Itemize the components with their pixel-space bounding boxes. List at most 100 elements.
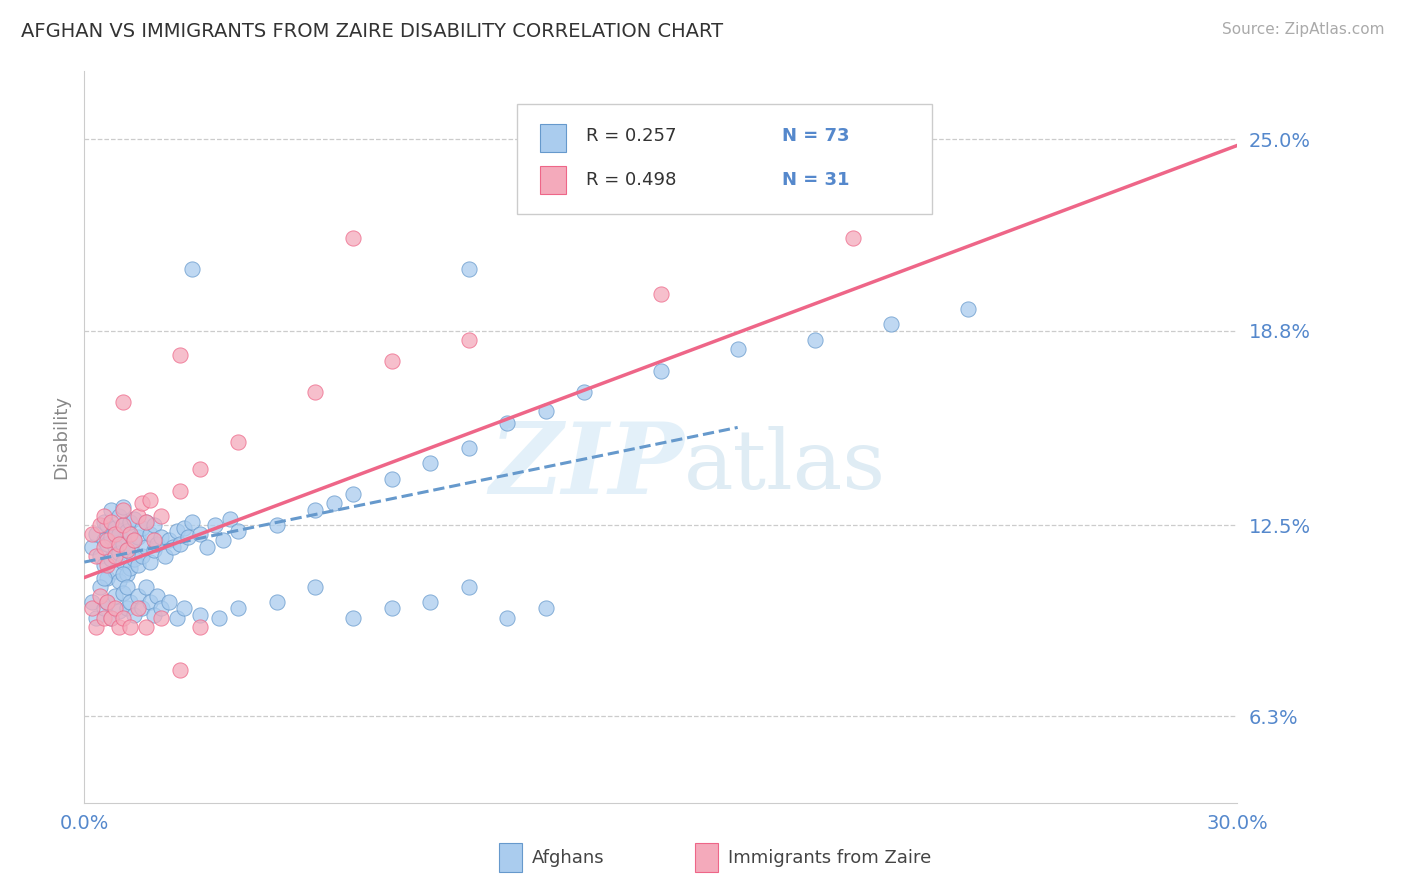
- Point: [120, 620, 142, 634]
- Point: [534, 601, 557, 615]
- Point: [80, 595, 103, 609]
- FancyBboxPatch shape: [540, 166, 565, 194]
- Point: [131, 549, 153, 563]
- Point: [496, 416, 519, 430]
- Point: [219, 512, 242, 526]
- Point: [111, 536, 134, 550]
- Point: [177, 530, 200, 544]
- Point: [104, 589, 127, 603]
- Point: [96, 536, 118, 550]
- Point: [120, 595, 142, 609]
- Point: [181, 261, 204, 276]
- Point: [100, 502, 122, 516]
- Point: [89, 549, 111, 563]
- Text: R = 0.257: R = 0.257: [586, 127, 676, 145]
- Point: [188, 462, 211, 476]
- Point: [342, 610, 364, 624]
- Point: [146, 589, 169, 603]
- Point: [100, 610, 122, 624]
- Point: [111, 518, 134, 533]
- Point: [188, 620, 211, 634]
- Point: [93, 570, 115, 584]
- Text: R = 0.498: R = 0.498: [586, 170, 676, 188]
- Point: [727, 342, 749, 356]
- Y-axis label: Disability: Disability: [52, 395, 70, 479]
- Point: [169, 663, 191, 677]
- Point: [111, 518, 134, 533]
- Point: [96, 595, 118, 609]
- Text: N = 31: N = 31: [782, 170, 849, 188]
- Point: [457, 261, 479, 276]
- Point: [124, 533, 146, 548]
- Point: [135, 540, 157, 554]
- Point: [173, 601, 195, 615]
- Point: [157, 595, 180, 609]
- Point: [108, 574, 131, 588]
- Point: [96, 558, 118, 573]
- Point: [142, 542, 165, 557]
- Point: [104, 565, 127, 579]
- Point: [93, 540, 115, 554]
- Point: [100, 610, 122, 624]
- Point: [381, 472, 404, 486]
- Point: [127, 508, 149, 523]
- Point: [80, 601, 103, 615]
- Point: [111, 394, 134, 409]
- Point: [127, 530, 149, 544]
- Text: ZIP: ZIP: [489, 418, 683, 515]
- Point: [124, 533, 146, 548]
- Point: [181, 515, 204, 529]
- Point: [96, 533, 118, 548]
- Point: [153, 549, 176, 563]
- Point: [188, 607, 211, 622]
- Point: [381, 354, 404, 368]
- Point: [150, 530, 173, 544]
- Point: [842, 231, 865, 245]
- Point: [342, 487, 364, 501]
- Point: [89, 580, 111, 594]
- Point: [169, 348, 191, 362]
- Point: [115, 567, 138, 582]
- Text: atlas: atlas: [683, 426, 886, 507]
- Point: [84, 527, 107, 541]
- Point: [166, 610, 188, 624]
- Point: [650, 286, 672, 301]
- Point: [100, 515, 122, 529]
- Text: Afghans: Afghans: [531, 848, 605, 867]
- Point: [150, 610, 173, 624]
- Point: [108, 620, 131, 634]
- Point: [226, 524, 249, 539]
- Point: [138, 595, 160, 609]
- Point: [169, 536, 191, 550]
- Text: N = 73: N = 73: [782, 127, 849, 145]
- Point: [173, 521, 195, 535]
- Point: [127, 558, 149, 573]
- Point: [93, 558, 115, 573]
- Point: [957, 301, 980, 316]
- Point: [138, 527, 160, 541]
- Point: [457, 441, 479, 455]
- Point: [135, 515, 157, 529]
- Point: [115, 542, 138, 557]
- Point: [93, 508, 115, 523]
- Point: [124, 552, 146, 566]
- FancyBboxPatch shape: [696, 843, 718, 872]
- Point: [880, 318, 903, 332]
- Text: Immigrants from Zaire: Immigrants from Zaire: [728, 848, 931, 867]
- Point: [93, 610, 115, 624]
- Point: [93, 601, 115, 615]
- Point: [166, 524, 188, 539]
- Point: [342, 231, 364, 245]
- Point: [111, 502, 134, 516]
- Point: [111, 500, 134, 514]
- Point: [157, 533, 180, 548]
- Point: [89, 518, 111, 533]
- Point: [108, 527, 131, 541]
- Point: [169, 484, 191, 499]
- Point: [135, 515, 157, 529]
- Point: [803, 333, 825, 347]
- Point: [204, 518, 226, 533]
- Point: [304, 385, 326, 400]
- Point: [208, 610, 231, 624]
- Point: [146, 536, 169, 550]
